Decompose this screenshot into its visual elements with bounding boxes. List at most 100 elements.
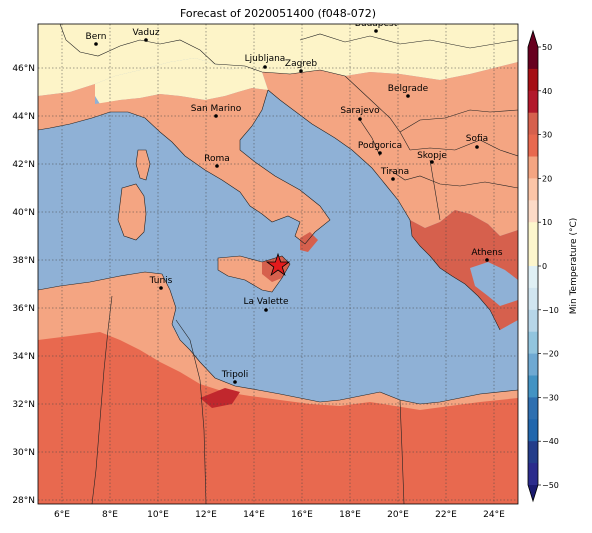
- colorbar-tick-label: 40: [542, 87, 552, 96]
- city-label-san-marino: San Marino: [191, 104, 242, 114]
- map-panel: Bern Vaduz Budapest Ljubljana Zagreb San…: [38, 19, 518, 504]
- city-dot-podgorica: [378, 151, 382, 155]
- city-dot-budapest: [374, 29, 378, 33]
- city-label-bern: Bern: [86, 32, 107, 42]
- colorbar-tick-label: −50: [542, 481, 559, 490]
- city-dot-tripoli: [233, 380, 237, 384]
- greece-hot: [410, 210, 518, 330]
- italy-north: [95, 58, 268, 104]
- colorbar-segment: [528, 441, 538, 464]
- y-tick-label: 38°N: [12, 256, 35, 266]
- map-title: Forecast of 2020051400 (f048-072): [180, 7, 376, 20]
- colorbar-extend-max: [528, 31, 538, 47]
- colorbar-segment: [528, 200, 538, 223]
- colorbar-tick-label: 30: [542, 131, 552, 140]
- colorbar-segment: [528, 309, 538, 333]
- colorbar-segment: [528, 375, 538, 398]
- colorbar-tick-label: 50: [542, 43, 552, 52]
- city-dot-vaduz: [144, 38, 148, 42]
- y-tick-label: 36°N: [12, 304, 35, 314]
- colorbar-segment: [528, 266, 538, 289]
- city-dot-tunis: [159, 286, 163, 290]
- y-tick-label: 32°N: [12, 400, 35, 410]
- colorbar-segment: [528, 287, 538, 311]
- city-label-podgorica: Podgorica: [358, 141, 402, 151]
- city-dot-san-marino: [214, 114, 218, 118]
- colorbar-tick-label: −20: [542, 350, 559, 359]
- colorbar-tick-label: 20: [542, 174, 552, 183]
- x-tick-label: 24°E: [483, 510, 505, 520]
- x-tick-label: 8°E: [102, 510, 118, 520]
- city-dot-sofia: [475, 145, 479, 149]
- x-tick-label: 20°E: [387, 510, 409, 520]
- balkan-warm-land: [262, 62, 518, 236]
- city-label-tirana: Tirana: [380, 167, 409, 177]
- y-tick-label: 34°N: [12, 352, 35, 362]
- colorbar-segment: [528, 68, 538, 92]
- corsica: [136, 150, 150, 180]
- colorbar-segment: [528, 222, 538, 245]
- colorbar-segment: [528, 244, 538, 267]
- colorbar-segment: [528, 397, 538, 420]
- city-dot-bern: [94, 42, 98, 46]
- colorbar-segment: [528, 331, 538, 355]
- city-label-roma: Roma: [204, 154, 230, 164]
- city-dot-sarajevo: [358, 117, 362, 121]
- x-axis: 6°E 8°E 10°E 12°E 14°E 16°E 18°E 20°E 22…: [54, 510, 505, 520]
- city-label-ljubljana: Ljubljana: [245, 54, 286, 64]
- sardinia: [118, 184, 146, 240]
- graticule: [38, 24, 518, 504]
- map-frame: [37, 23, 519, 505]
- y-tick-label: 40°N: [12, 208, 35, 218]
- y-tick-label: 28°N: [12, 496, 35, 506]
- colorbar-tick-label: 0: [542, 262, 547, 271]
- city-label-belgrade: Belgrade: [388, 84, 429, 94]
- colorbar-segment: [528, 156, 538, 179]
- city-label-vaduz: Vaduz: [132, 28, 159, 38]
- city-dot-athens: [485, 258, 489, 262]
- city-label-athens: Athens: [471, 248, 502, 258]
- city-dot-belgrade: [406, 94, 410, 98]
- colorbar-segment: [528, 178, 538, 201]
- y-tick-label: 30°N: [12, 448, 35, 458]
- x-tick-label: 6°E: [54, 510, 70, 520]
- colorbar-segment: [528, 134, 538, 157]
- city-label-zagreb: Zagreb: [285, 59, 317, 69]
- city-dot-roma: [215, 164, 219, 168]
- city-label-tunis: Tunis: [149, 276, 173, 286]
- colorbar-label: Min Temperature (°C): [569, 218, 579, 315]
- city-label-tripoli: Tripoli: [221, 370, 249, 380]
- city-label-sarajevo: Sarajevo: [340, 106, 380, 116]
- colorbar-tick-label: −40: [542, 437, 559, 446]
- sahara-hotter: [200, 388, 240, 408]
- colorbar-segment: [528, 47, 538, 70]
- city-dot-zagreb: [299, 69, 303, 73]
- x-tick-label: 12°E: [195, 510, 217, 520]
- x-tick-label: 22°E: [435, 510, 457, 520]
- colorbar-segment: [528, 463, 538, 486]
- city-label-la-valette: La Valette: [244, 297, 289, 307]
- city-dot-ljubljana: [263, 65, 267, 69]
- city-markers: Bern Vaduz Budapest Ljubljana Zagreb San…: [86, 19, 503, 384]
- colorbar-segment: [528, 90, 538, 114]
- colorbar: 50 40 30 20 10 0 −10 −20 −30 −40 −50: [527, 29, 559, 503]
- calabria-hot: [300, 232, 318, 252]
- x-tick-label: 10°E: [147, 510, 169, 520]
- city-label-budapest: Budapest: [355, 19, 398, 29]
- italy-peninsula: [38, 84, 330, 244]
- city-label-skopje: Skopje: [417, 151, 447, 161]
- colorbar-tick-label: 10: [542, 218, 552, 227]
- colorbar-segment: [528, 353, 538, 376]
- city-dot-tirana: [391, 177, 395, 181]
- forecast-point-star-icon: [265, 252, 291, 277]
- colorbar-tick-label: −30: [542, 393, 559, 402]
- x-tick-label: 18°E: [339, 510, 361, 520]
- x-tick-label: 16°E: [291, 510, 313, 520]
- colorbar-tick-label: −10: [542, 306, 559, 315]
- colorbar-segment: [528, 419, 538, 442]
- y-tick-label: 46°N: [12, 64, 35, 74]
- x-tick-label: 14°E: [243, 510, 265, 520]
- city-dot-skopje: [430, 160, 434, 164]
- y-tick-label: 44°N: [12, 112, 35, 122]
